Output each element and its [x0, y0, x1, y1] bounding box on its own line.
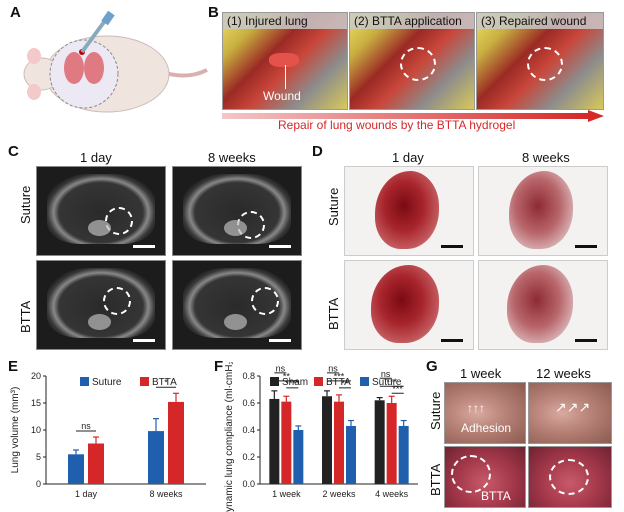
y-tick-label: 5	[36, 452, 41, 462]
bar	[322, 396, 332, 484]
ct-row-btta: BTTA	[18, 300, 33, 333]
step-1-label: (1) Injured lung	[227, 14, 308, 28]
bar	[398, 425, 409, 484]
photo-btta-12weeks	[528, 446, 612, 508]
ct-col-1day: 1 day	[80, 150, 112, 165]
y-axis-label: Lung volume (mm³)	[10, 387, 21, 474]
bar	[374, 400, 385, 484]
sig-label: **	[341, 378, 349, 388]
sig-label: ***	[392, 384, 403, 394]
legend-swatch	[314, 377, 323, 386]
panel-label-f: F	[214, 358, 224, 375]
legend-label: Sham	[282, 377, 308, 388]
btta-label: BTTA	[481, 489, 511, 503]
adhesion-label: Adhesion	[461, 421, 512, 435]
x-tick-label: 1 day	[75, 489, 98, 499]
sig-label: ns	[381, 369, 391, 379]
legend-swatch	[80, 377, 89, 386]
photo-row-suture: Suture	[428, 391, 443, 430]
y-tick-label: 0.6	[242, 398, 255, 408]
render-row-suture: Suture	[326, 187, 341, 226]
legend-label: BTTA	[326, 377, 351, 388]
x-tick-label: 2 weeks	[322, 489, 356, 499]
y-tick-label: 0	[36, 479, 41, 489]
legend-swatch	[270, 377, 279, 386]
photo-btta-1week: BTTA	[444, 446, 526, 508]
render-suture-1day	[344, 166, 474, 256]
ct-suture-1day	[36, 166, 166, 256]
bar	[88, 443, 104, 484]
sig-label: ***	[334, 371, 345, 381]
wound-label: Wound	[263, 89, 301, 103]
legend-swatch	[140, 377, 149, 386]
step-3-label: (3) Repaired wound	[481, 14, 587, 28]
ct-btta-1day	[36, 260, 166, 350]
photo-repaired-wound: (3) Repaired wound	[476, 12, 604, 110]
step-2-label: (2) BTTA application	[354, 14, 462, 28]
legend-label: Suture	[92, 377, 122, 388]
sig-label: ns	[276, 363, 286, 373]
photo-injured-lung: (1) Injured lung Wound	[222, 12, 348, 110]
y-tick-label: 0.0	[242, 479, 255, 489]
panel-label-d: D	[312, 143, 323, 160]
mouse-illustration	[23, 10, 208, 113]
x-tick-label: 8 weeks	[149, 489, 183, 499]
render-row-btta: BTTA	[326, 297, 341, 330]
y-tick-label: 0.4	[242, 425, 255, 435]
bar	[168, 401, 184, 484]
render-btta-1day	[344, 260, 474, 350]
x-tick-label: 4 weeks	[375, 489, 409, 499]
ct-suture-8weeks	[172, 166, 302, 256]
ct-col-8weeks: 8 weeks	[208, 150, 256, 165]
sig-label: ns	[81, 421, 91, 431]
panel-label-g: G	[426, 358, 438, 375]
sig-label: ***	[386, 377, 397, 387]
y-axis-label: Dynamic lung compliance (ml·cmH₂O⁻¹)	[224, 362, 235, 512]
y-tick-label: 20	[31, 371, 41, 381]
render-suture-8weeks	[478, 166, 608, 256]
photo-btta-application: (2) BTTA application	[349, 12, 475, 110]
photo-col-1week: 1 week	[460, 366, 502, 381]
panel-label-c: C	[8, 143, 19, 160]
chart-lung-compliance: 0.0 0.2 0.4 0.6 0.8 Dynamic lung compliance (…	[224, 362, 418, 512]
bar	[334, 401, 344, 484]
render-btta-8weeks	[478, 260, 608, 350]
sig-label: *	[164, 377, 168, 387]
bar	[148, 431, 164, 484]
panel-label-b: B	[208, 4, 219, 21]
legend-swatch	[360, 377, 369, 386]
y-tick-label: 15	[31, 398, 41, 408]
bar	[269, 398, 280, 484]
x-tick-label: 1 week	[272, 489, 301, 499]
chart-lung-volume: 0 5 10 15 20 Lung volume (mm³) 1 day ns 8 weeks *…	[10, 371, 206, 499]
ct-row-suture: Suture	[18, 185, 33, 224]
y-tick-label: 0.8	[242, 371, 255, 381]
sig-label: **	[283, 371, 291, 381]
panel-label-e: E	[8, 358, 19, 375]
ct-btta-8weeks	[172, 260, 302, 350]
photo-col-12weeks: 12 weeks	[536, 366, 591, 381]
photo-row-btta: BTTA	[428, 463, 443, 496]
bar	[281, 401, 292, 484]
repair-arrow	[222, 110, 604, 122]
repair-caption: Repair of lung wounds by the BTTA hydrog…	[278, 118, 516, 132]
sig-label: ****	[285, 378, 300, 388]
y-tick-label: 10	[31, 425, 41, 435]
photo-suture-12weeks: ↗↗↗	[528, 382, 612, 444]
bar	[386, 403, 397, 484]
render-col-1day: 1 day	[392, 150, 424, 165]
bar	[293, 430, 304, 484]
render-col-8weeks: 8 weeks	[522, 150, 570, 165]
photo-suture-1week: ↑↑↑ Adhesion	[444, 382, 526, 444]
legend-label: BTTA	[152, 377, 177, 388]
panel-label-a: A	[10, 4, 21, 21]
y-tick-label: 0.2	[242, 452, 255, 462]
legend-label: Suture	[372, 377, 402, 388]
bar	[346, 425, 356, 484]
bar	[68, 454, 84, 484]
sig-label: ns	[328, 363, 338, 373]
